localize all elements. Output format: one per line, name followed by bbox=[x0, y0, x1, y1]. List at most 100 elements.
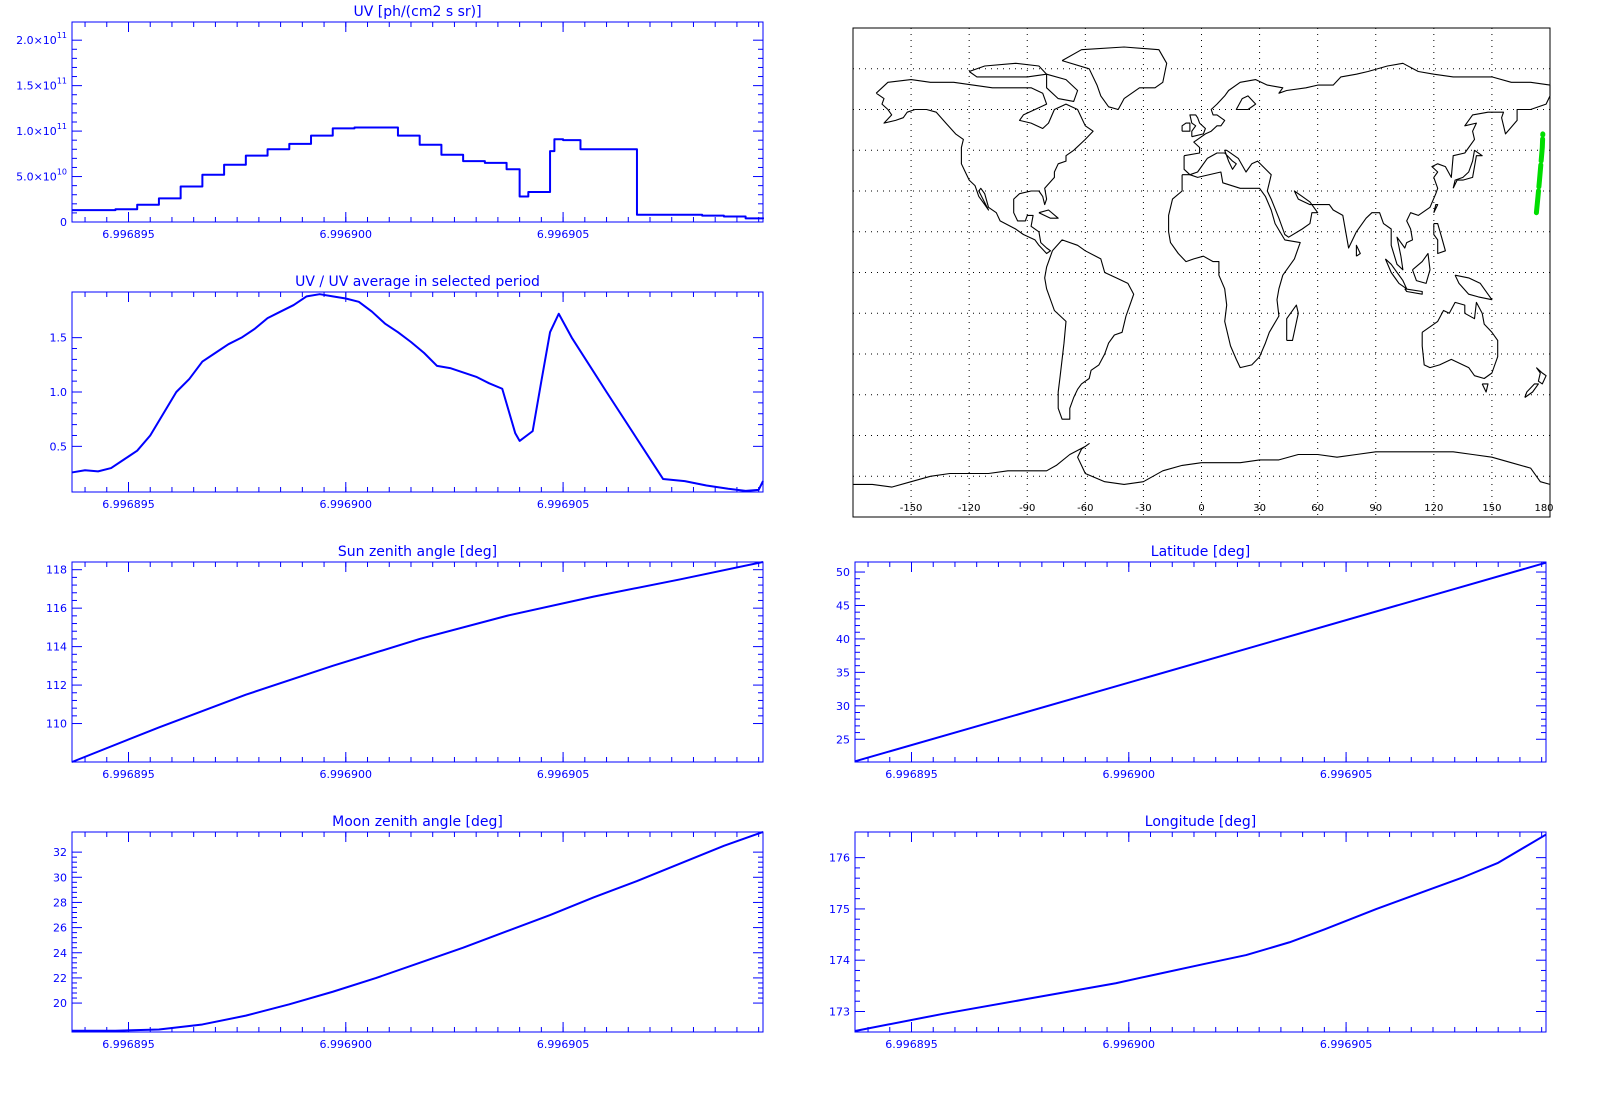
y-tick-exponent: 11 bbox=[57, 77, 67, 86]
y-tick-label: 22 bbox=[53, 972, 67, 985]
x-tick-label: 6.996895 bbox=[102, 228, 155, 241]
chart-title: Longitude [deg] bbox=[1145, 814, 1256, 830]
y-tick-label: 114 bbox=[46, 641, 67, 654]
new-zealand-north-outline bbox=[1535, 367, 1547, 385]
y-tick-mantissa: 2.0×10 bbox=[16, 34, 57, 47]
map-lon-label: 0 bbox=[1198, 503, 1204, 514]
x-tick-label: 6.996895 bbox=[102, 1038, 155, 1051]
y-tick-exponent: 11 bbox=[57, 122, 67, 131]
sri-lanka-outline bbox=[1355, 244, 1361, 257]
y-tick-label: 25 bbox=[836, 733, 850, 746]
y-tick-mantissa: 1.0×10 bbox=[16, 125, 57, 138]
x-tick-label: 6.996905 bbox=[537, 768, 590, 781]
map-lon-label: 30 bbox=[1253, 503, 1266, 514]
series-line bbox=[854, 561, 1547, 763]
longitude-chart: Longitude [deg] 6.996895 6.996900 6.996905 1… bbox=[829, 814, 1547, 1051]
y-tick-label: 30 bbox=[836, 700, 850, 713]
japan-outline bbox=[1452, 149, 1483, 189]
x-tick-label: 6.996905 bbox=[1320, 768, 1373, 781]
borneo-outline bbox=[1411, 252, 1431, 284]
chart-title: UV / UV average in selected period bbox=[295, 274, 540, 290]
asia-europe-outline bbox=[1183, 62, 1551, 271]
y-tick-label: 26 bbox=[53, 922, 67, 935]
java-outline bbox=[1404, 288, 1423, 295]
scandinavia-sea-outline bbox=[1235, 95, 1257, 111]
map-lon-label: 180 bbox=[1534, 503, 1553, 514]
x-tick-label: 6.996895 bbox=[102, 768, 155, 781]
y-tick-exponent: 10 bbox=[57, 168, 67, 177]
y-tick-label: 32 bbox=[53, 846, 67, 859]
latitude-chart: Latitude [deg] 6.996895 6.996900 6.996905 25… bbox=[836, 544, 1547, 781]
y-tick-label: 50 bbox=[836, 566, 850, 579]
y-tick-label: 112 bbox=[46, 679, 67, 692]
sun-zenith-chart: Sun zenith angle [deg] 6.996895 6.996900 6.… bbox=[46, 544, 764, 781]
satellite-track bbox=[1533, 131, 1546, 216]
y-tick-label: 176 bbox=[829, 852, 850, 865]
y-tick-label: 116 bbox=[46, 602, 67, 615]
north-america-outline bbox=[875, 79, 1094, 255]
y-tick-label: 45 bbox=[836, 599, 850, 612]
x-tick-label: 6.996900 bbox=[1103, 1038, 1156, 1051]
y-tick-label: 118 bbox=[46, 564, 67, 577]
y-tick-mantissa: 5.0×10 bbox=[16, 171, 57, 184]
greenland-outline bbox=[1061, 46, 1168, 111]
map-lon-label: 60 bbox=[1311, 503, 1324, 514]
plot-frame bbox=[71, 561, 764, 763]
taiwan-outline bbox=[1433, 204, 1439, 213]
x-tick-label: 6.996905 bbox=[537, 498, 590, 511]
new-guinea-outline bbox=[1454, 274, 1493, 301]
cuba-outline bbox=[1038, 209, 1059, 219]
map-lon-label: 120 bbox=[1424, 503, 1443, 514]
x-tick-label: 6.996900 bbox=[320, 228, 373, 241]
x-tick-label: 6.996905 bbox=[1320, 1038, 1373, 1051]
map-lon-label: -60 bbox=[1077, 503, 1093, 514]
y-tick-label: 1.5 bbox=[50, 332, 68, 345]
y-tick-exponent: 11 bbox=[57, 31, 67, 40]
x-tick-label: 6.996895 bbox=[885, 1038, 938, 1051]
x-tick-label: 6.996900 bbox=[1103, 768, 1156, 781]
x-tick-label: 6.996900 bbox=[320, 1038, 373, 1051]
eurasia-africa-outline bbox=[1168, 171, 1301, 369]
y-tick-label: 1.0 bbox=[50, 386, 68, 399]
x-tick-label: 6.996900 bbox=[320, 768, 373, 781]
y-tick-label: 1.0×1011 bbox=[16, 122, 67, 138]
map-lon-label: 150 bbox=[1482, 503, 1501, 514]
world-map: -150 -120 -90 -60 -30 0 30 60 90 120 150 180 bbox=[852, 27, 1554, 518]
plot-frame bbox=[71, 21, 764, 223]
map-lon-label: 90 bbox=[1369, 503, 1382, 514]
x-tick-label: 6.996905 bbox=[537, 1038, 590, 1051]
series-line bbox=[71, 293, 764, 492]
chart-title: Moon zenith angle [deg] bbox=[332, 814, 503, 830]
antarctica-outline bbox=[853, 443, 1551, 488]
australia-outline bbox=[1421, 301, 1499, 380]
ireland-outline bbox=[1181, 122, 1191, 132]
x-tick-label: 6.996895 bbox=[102, 498, 155, 511]
madagascar-outline bbox=[1286, 304, 1299, 341]
chart-title: UV [ph/(cm2 s sr)] bbox=[353, 4, 481, 20]
y-tick-label: 110 bbox=[46, 718, 67, 731]
series-line bbox=[72, 126, 764, 220]
plot-frame bbox=[71, 831, 764, 1033]
x-tick-label: 6.996900 bbox=[320, 498, 373, 511]
y-tick-label: 0 bbox=[60, 216, 67, 229]
y-tick-label: 173 bbox=[829, 1005, 850, 1018]
uv-chart: UV [ph/(cm2 s sr)] 6.996895 6.996900 6.9969… bbox=[16, 4, 764, 241]
chart-title: Sun zenith angle [deg] bbox=[338, 544, 497, 560]
tasmania-outline bbox=[1481, 383, 1489, 393]
moon-zenith-chart: Moon zenith angle [deg] 6.996895 6.996900 6… bbox=[53, 814, 764, 1051]
south-america-outline bbox=[1044, 239, 1135, 420]
y-tick-label: 1.5×1011 bbox=[16, 77, 67, 93]
y-tick-mantissa: 1.5×10 bbox=[16, 80, 57, 93]
baffin-island-outline bbox=[1046, 73, 1079, 102]
y-tick-label: 175 bbox=[829, 903, 850, 916]
map-lon-label: -120 bbox=[958, 503, 981, 514]
series-line bbox=[72, 831, 764, 1032]
british-isles-outline bbox=[1189, 114, 1206, 138]
chart-title: Latitude [deg] bbox=[1151, 544, 1250, 560]
y-tick-label: 24 bbox=[53, 947, 67, 960]
y-tick-label: 5.0×1010 bbox=[16, 168, 67, 184]
x-tick-label: 6.996895 bbox=[885, 768, 938, 781]
y-tick-label: 35 bbox=[836, 666, 850, 679]
y-tick-label: 28 bbox=[53, 896, 67, 909]
